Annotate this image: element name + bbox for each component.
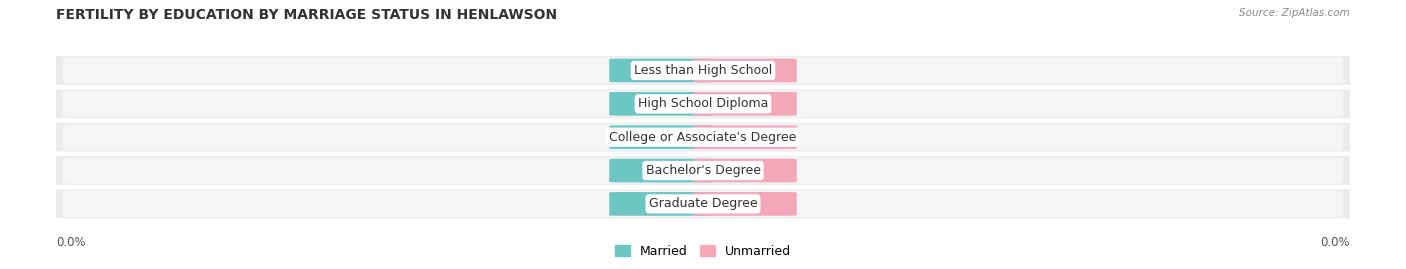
Text: 0.0%: 0.0% [730, 65, 761, 76]
FancyBboxPatch shape [63, 91, 1343, 117]
Text: 0.0%: 0.0% [730, 132, 761, 142]
Text: 0.0%: 0.0% [56, 236, 86, 249]
FancyBboxPatch shape [609, 125, 713, 149]
Legend: Married, Unmarried: Married, Unmarried [610, 240, 796, 263]
Text: Bachelor's Degree: Bachelor's Degree [645, 164, 761, 177]
FancyBboxPatch shape [63, 191, 1343, 217]
FancyBboxPatch shape [693, 125, 797, 149]
FancyBboxPatch shape [63, 58, 1343, 83]
FancyBboxPatch shape [693, 59, 797, 82]
Text: Less than High School: Less than High School [634, 64, 772, 77]
FancyBboxPatch shape [693, 159, 797, 182]
FancyBboxPatch shape [693, 192, 797, 216]
Text: FERTILITY BY EDUCATION BY MARRIAGE STATUS IN HENLAWSON: FERTILITY BY EDUCATION BY MARRIAGE STATU… [56, 8, 557, 22]
Text: High School Diploma: High School Diploma [638, 97, 768, 110]
Text: Source: ZipAtlas.com: Source: ZipAtlas.com [1239, 8, 1350, 18]
FancyBboxPatch shape [693, 92, 797, 116]
Text: 0.0%: 0.0% [645, 165, 676, 176]
FancyBboxPatch shape [49, 56, 1357, 85]
Text: 0.0%: 0.0% [645, 65, 676, 76]
FancyBboxPatch shape [609, 59, 713, 82]
FancyBboxPatch shape [609, 192, 713, 216]
Text: 0.0%: 0.0% [730, 199, 761, 209]
Text: 0.0%: 0.0% [645, 132, 676, 142]
FancyBboxPatch shape [63, 158, 1343, 183]
FancyBboxPatch shape [49, 190, 1357, 218]
Text: 0.0%: 0.0% [645, 199, 676, 209]
Text: College or Associate's Degree: College or Associate's Degree [609, 131, 797, 144]
Text: 0.0%: 0.0% [645, 99, 676, 109]
Text: 0.0%: 0.0% [730, 165, 761, 176]
Text: 0.0%: 0.0% [730, 99, 761, 109]
Text: Graduate Degree: Graduate Degree [648, 197, 758, 210]
FancyBboxPatch shape [609, 92, 713, 116]
FancyBboxPatch shape [49, 90, 1357, 118]
FancyBboxPatch shape [609, 159, 713, 182]
FancyBboxPatch shape [63, 124, 1343, 150]
Text: 0.0%: 0.0% [1320, 236, 1350, 249]
FancyBboxPatch shape [49, 156, 1357, 185]
FancyBboxPatch shape [49, 123, 1357, 151]
